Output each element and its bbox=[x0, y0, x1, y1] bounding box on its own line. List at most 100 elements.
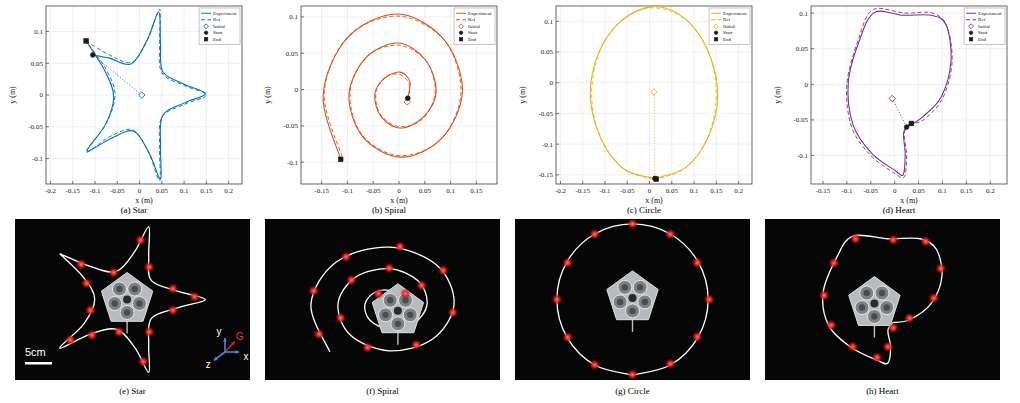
series-line bbox=[590, 7, 717, 179]
x-tick-label: 0 bbox=[648, 187, 652, 195]
legend-label: Ref bbox=[213, 17, 221, 22]
x-tick bbox=[560, 181, 561, 184]
x-tick-label: 0.2 bbox=[734, 187, 743, 195]
tracking-dot bbox=[384, 263, 395, 274]
series-line bbox=[847, 8, 953, 178]
figure: -0.2-0.15-0.1-0.0500.050.10.150.2-0.1-0.… bbox=[0, 0, 1020, 403]
plot-background bbox=[46, 6, 242, 184]
robot-module bbox=[638, 295, 652, 309]
y-tick-label: -0.15 bbox=[538, 171, 553, 179]
robot-module bbox=[383, 293, 397, 307]
tracking-dot bbox=[850, 233, 861, 244]
robot-module-core bbox=[124, 309, 130, 315]
tracking-dot bbox=[920, 236, 931, 247]
panel-caption: (e) Star bbox=[119, 386, 146, 396]
y-tick bbox=[46, 95, 49, 96]
frame-arrow bbox=[214, 352, 225, 360]
plot-frame bbox=[556, 6, 752, 184]
legend: ExperimentRefInitialStartEnd bbox=[199, 8, 240, 45]
x-tick-label: -0.05 bbox=[620, 187, 635, 195]
data-layer bbox=[590, 7, 717, 182]
y-tick-label: 0 bbox=[550, 79, 554, 87]
legend-symbol bbox=[714, 31, 718, 35]
tracking-dot bbox=[81, 278, 92, 289]
legend-label: Start bbox=[213, 30, 223, 35]
y-tick-label: -0.05 bbox=[28, 123, 43, 131]
legend-box bbox=[964, 8, 1005, 45]
grid-line bbox=[627, 6, 628, 184]
y-tick-label: -0.1 bbox=[287, 159, 299, 167]
y-tick bbox=[811, 155, 814, 156]
y-tick-label: -0.05 bbox=[793, 116, 808, 124]
x-tick-label: 0.2 bbox=[986, 187, 995, 195]
legend: ExperimentRefInitialStartEnd bbox=[454, 8, 495, 45]
tracking-dot bbox=[76, 259, 87, 270]
y-tick bbox=[46, 158, 49, 159]
x-tick-label: -0.1 bbox=[599, 187, 611, 195]
tracking-dot bbox=[395, 241, 406, 252]
legend-symbol bbox=[201, 13, 211, 14]
robot-module-core bbox=[116, 286, 122, 292]
x-tick-label: 0.15 bbox=[470, 187, 483, 195]
x-tick bbox=[206, 181, 207, 184]
y-axis-title: y (m) bbox=[518, 86, 527, 104]
photo-panel: (h) Heart bbox=[765, 219, 1000, 396]
panel-caption: (a) Star bbox=[121, 205, 148, 215]
grid-line bbox=[46, 158, 242, 159]
photo-panel: (g) Circle bbox=[515, 218, 750, 396]
robot-module-core bbox=[395, 321, 401, 327]
robot bbox=[101, 273, 152, 334]
robot-module-core bbox=[136, 300, 142, 306]
x-tick bbox=[846, 181, 847, 184]
y-tick bbox=[301, 162, 304, 163]
robot-center bbox=[123, 296, 131, 304]
robot-body bbox=[607, 271, 658, 320]
photo-background bbox=[765, 219, 1000, 380]
y-axis-title: y (m) bbox=[8, 86, 17, 104]
legend-symbol bbox=[201, 19, 211, 20]
scale-bar bbox=[25, 362, 52, 365]
robot-module-core bbox=[382, 312, 388, 318]
legend-box bbox=[709, 8, 750, 45]
grid-line bbox=[811, 84, 1007, 85]
x-tick-label: 0.05 bbox=[912, 187, 925, 195]
y-tick bbox=[301, 53, 304, 54]
scale-bar-label: 5cm bbox=[25, 346, 46, 358]
grid-line bbox=[556, 82, 752, 83]
x-tick bbox=[716, 181, 717, 184]
data-layer bbox=[847, 8, 953, 178]
x-tick bbox=[649, 181, 650, 184]
x-tick bbox=[990, 181, 991, 184]
legend-symbol bbox=[714, 38, 717, 41]
plot-frame bbox=[301, 6, 497, 184]
legend-symbol bbox=[969, 31, 973, 35]
x-tick bbox=[694, 181, 695, 184]
legend-box bbox=[199, 8, 240, 45]
robot bbox=[849, 277, 900, 338]
panel-caption: (b) Spiral bbox=[372, 205, 407, 215]
tracking-dot bbox=[819, 290, 830, 301]
data-layer bbox=[323, 14, 462, 162]
point-marker bbox=[651, 89, 657, 95]
x-tick bbox=[822, 181, 823, 184]
tracking-dot bbox=[108, 267, 119, 278]
tracking-dot bbox=[888, 234, 899, 245]
legend-label: Start bbox=[978, 30, 988, 35]
series-line bbox=[86, 9, 206, 181]
reference-curve bbox=[557, 224, 708, 375]
tracking-dot bbox=[189, 291, 200, 302]
y-tick-label: -0.1 bbox=[32, 155, 44, 163]
legend-label: Initial bbox=[978, 24, 991, 29]
grid-line bbox=[811, 155, 1007, 156]
tracking-dot bbox=[400, 288, 411, 299]
x-tick-label: -0.15 bbox=[314, 187, 329, 195]
robot-module bbox=[867, 310, 881, 324]
legend-symbol bbox=[456, 19, 466, 20]
x-tick bbox=[347, 181, 348, 184]
frame-arrow-head bbox=[235, 350, 239, 354]
tracking-dot bbox=[928, 293, 939, 304]
y-tick bbox=[556, 174, 559, 175]
plot-background bbox=[811, 6, 1007, 184]
photo-panel: 5cmyGzx(e) Star bbox=[15, 219, 250, 396]
tracking-dot bbox=[627, 369, 638, 380]
